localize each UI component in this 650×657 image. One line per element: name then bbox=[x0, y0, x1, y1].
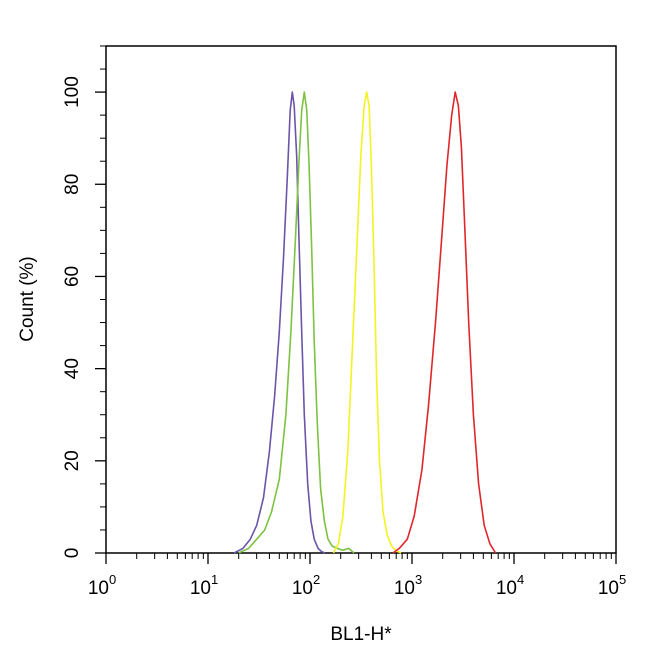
x-tick-label: 102 bbox=[292, 572, 320, 599]
histogram-series-line bbox=[238, 91, 355, 554]
histogram-series-line bbox=[332, 91, 402, 554]
x-tick-label: 100 bbox=[88, 572, 116, 599]
y-tick-label: 0 bbox=[62, 548, 83, 559]
x-tick-label: 101 bbox=[190, 572, 218, 599]
x-axis-label: BL1-H* bbox=[330, 624, 392, 645]
y-tick-label: 100 bbox=[62, 76, 83, 108]
histogram-series-line bbox=[233, 91, 326, 554]
y-tick-label: 20 bbox=[62, 450, 83, 471]
x-tick-label: 105 bbox=[598, 572, 626, 599]
x-tick-label: 104 bbox=[496, 572, 524, 599]
label-layer: 100 101 102 103 104 105 0 20 40 60 80 100 bbox=[62, 76, 626, 599]
y-tick-label: 80 bbox=[62, 174, 83, 195]
x-tick-label: 103 bbox=[394, 572, 422, 599]
tick-layer bbox=[95, 45, 617, 564]
series-layer bbox=[233, 91, 497, 554]
y-tick-label: 60 bbox=[62, 266, 83, 287]
plot-frame bbox=[105, 45, 617, 554]
y-axis-label: Count (%) bbox=[17, 256, 38, 342]
y-tick-label: 40 bbox=[62, 358, 83, 379]
histogram-series-line bbox=[392, 91, 497, 554]
